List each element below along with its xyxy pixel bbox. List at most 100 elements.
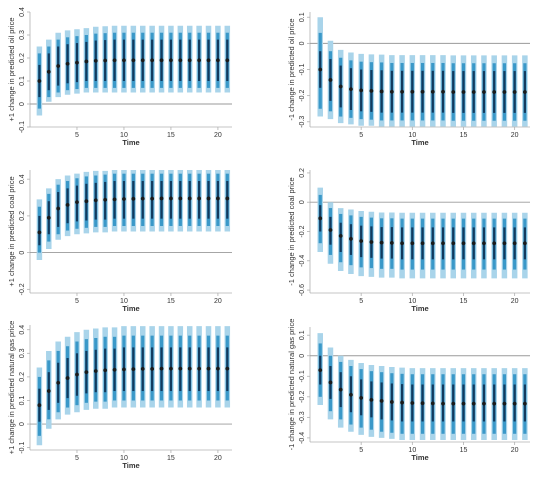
point-estimate (451, 401, 456, 406)
point-estimate (451, 241, 456, 246)
y-tick-label: -0.1 (299, 370, 306, 382)
y-tick-label: 0.3 (19, 30, 26, 40)
point-estimate (65, 376, 70, 380)
point-estimate (216, 58, 220, 63)
x-axis-title: Time (411, 453, 428, 462)
point-estimate (461, 90, 466, 94)
x-tick-label: 20 (214, 298, 222, 305)
x-tick-label: 20 (214, 455, 222, 462)
x-tick-label: 10 (408, 298, 416, 305)
point-estimate (441, 241, 445, 246)
y-tick-label: -0.2 (299, 225, 306, 237)
point-estimate (430, 401, 435, 406)
point-estimate (65, 202, 70, 207)
x-tick-label: 15 (460, 298, 468, 305)
x-tick-label: 5 (75, 455, 79, 462)
point-estimate (37, 79, 42, 83)
point-estimate (338, 387, 343, 392)
point-estimate (103, 368, 108, 373)
point-estimate (338, 84, 343, 89)
y-tick-label: 0.2 (299, 168, 306, 178)
point-estimate (359, 395, 364, 400)
point-estimate (369, 240, 374, 244)
x-tick-label: 5 (359, 298, 363, 305)
panel-3: -0.2 0 0.2 0.4 5 10 15 20 Time +1 change in predi… (7, 170, 232, 313)
point-estimate (103, 197, 108, 202)
point-estimate (349, 392, 353, 397)
point-estimate (410, 401, 415, 405)
y-axis-title: -1 change in predicted oil price (287, 18, 296, 120)
point-estimate (502, 241, 507, 246)
x-axis-title: Time (411, 138, 428, 147)
point-estimate (492, 90, 497, 94)
point-estimate (225, 366, 230, 371)
point-estimate (502, 90, 507, 94)
y-tick-label: -0.4 (299, 255, 306, 267)
x-tick-label: 15 (460, 132, 468, 139)
point-estimate (379, 240, 384, 245)
y-tick-label: -0.1 (19, 442, 26, 454)
y-tick-label: 0 (299, 354, 306, 358)
point-estimate (206, 196, 211, 201)
point-estimate (140, 366, 145, 371)
point-estimate (216, 366, 220, 371)
y-tick-label: 0 (299, 41, 306, 45)
y-tick-label: 0 (19, 422, 26, 426)
point-estimate (522, 241, 527, 246)
point-estimate (318, 67, 323, 72)
point-estimate (471, 401, 476, 406)
x-tick-label: 10 (120, 298, 128, 305)
point-estimate (379, 399, 384, 403)
y-tick-label: 0 (299, 200, 306, 204)
x-axis-title: Time (122, 461, 139, 470)
point-estimate (131, 196, 136, 201)
point-estimate (84, 59, 89, 64)
point-estimate (131, 367, 136, 372)
point-estimate (159, 58, 164, 63)
point-estimate (75, 60, 79, 65)
x-tick-label: 10 (120, 455, 128, 462)
point-estimate (441, 89, 445, 94)
y-tick-label: -0.3 (299, 116, 306, 128)
point-estimate (93, 58, 98, 63)
x-tick-label: 20 (511, 132, 519, 139)
point-estimate (225, 196, 230, 201)
point-estimate (56, 380, 61, 385)
point-estimate (225, 58, 230, 63)
y-tick-label: 0 (19, 102, 26, 106)
point-estimate (389, 89, 394, 94)
point-estimate (492, 241, 497, 246)
point-estimate (420, 401, 425, 406)
x-tick-label: 15 (167, 298, 175, 305)
point-estimate (84, 370, 89, 375)
y-tick-label: 0.4 (19, 325, 26, 335)
point-estimate (112, 197, 117, 202)
panel-2: -0.3 -0.2 -0.1 0 0.1 5 10 15 20 Time -1 change in … (287, 12, 530, 147)
point-estimate (318, 216, 323, 221)
point-estimate (206, 58, 211, 63)
y-axis-title: +1 change in predicted oil price (7, 17, 16, 121)
point-estimate (197, 58, 202, 63)
x-tick-label: 20 (511, 298, 519, 305)
y-tick-label: 0.1 (299, 330, 306, 340)
point-estimate (482, 401, 486, 406)
y-tick-label: -0.2 (299, 391, 306, 403)
y-tick-label: -0.3 (299, 411, 306, 423)
x-tick-label: 10 (408, 447, 416, 454)
panel-5: -0.1 0 0.1 0.2 0.3 0.4 5 10 15 20 Time +1 change in… (7, 321, 232, 470)
x-tick-label: 10 (408, 132, 416, 139)
y-tick-label: 0.3 (19, 348, 26, 358)
y-tick-label: -0.2 (19, 283, 26, 295)
x-tick-label: 5 (359, 132, 363, 139)
point-estimate (122, 197, 126, 201)
point-estimate (502, 401, 507, 406)
y-tick-label: 0.1 (19, 396, 26, 406)
point-estimate (197, 366, 202, 371)
x-axis-title: Time (122, 138, 139, 147)
x-tick-label: 5 (359, 447, 363, 454)
point-estimate (512, 90, 517, 94)
point-estimate (112, 367, 117, 372)
y-axis-title: -1 change in predicted coal price (287, 177, 296, 285)
point-estimate (410, 89, 415, 94)
